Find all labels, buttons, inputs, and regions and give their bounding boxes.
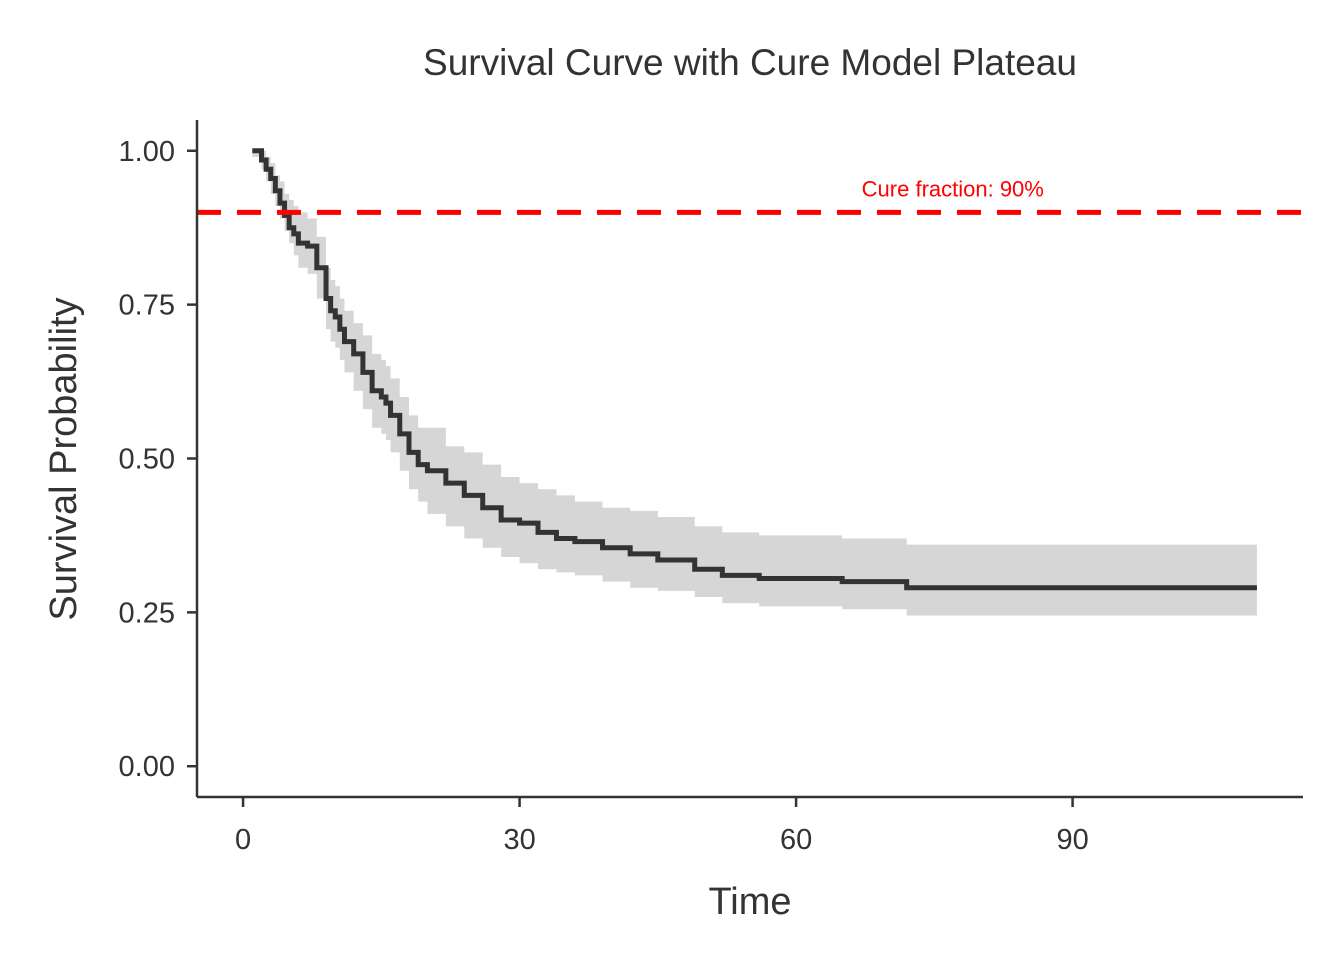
x-tick-label: 90 (1056, 824, 1088, 856)
x-tick-label: 30 (503, 824, 535, 856)
survival-curve (252, 148, 1257, 591)
chart-title: Survival Curve with Cure Model Plateau (423, 42, 1077, 83)
x-axis-label: Time (708, 881, 791, 923)
y-tick-label: 1.00 (119, 136, 175, 168)
reference-line-layer: Cure fraction: 90% (197, 176, 1303, 215)
y-axis-label: Survival Probability (43, 297, 85, 620)
y-tick-label: 0.50 (119, 444, 175, 476)
y-tick-label: 0.00 (119, 751, 175, 783)
confidence-band-layer (252, 150, 1257, 622)
y-tick-label: 0.25 (119, 597, 175, 629)
cure-fraction-label: Cure fraction: 90% (862, 176, 1044, 201)
confidence-band (252, 150, 1257, 622)
x-tick-label: 60 (780, 824, 812, 856)
y-tick-label: 0.75 (119, 290, 175, 322)
survival-curve-layer (252, 148, 1257, 591)
x-tick-label: 0 (235, 824, 251, 856)
axes-layer: 0.00 0.25 0.50 0.75 1.00 0 30 60 90 (119, 120, 1303, 856)
